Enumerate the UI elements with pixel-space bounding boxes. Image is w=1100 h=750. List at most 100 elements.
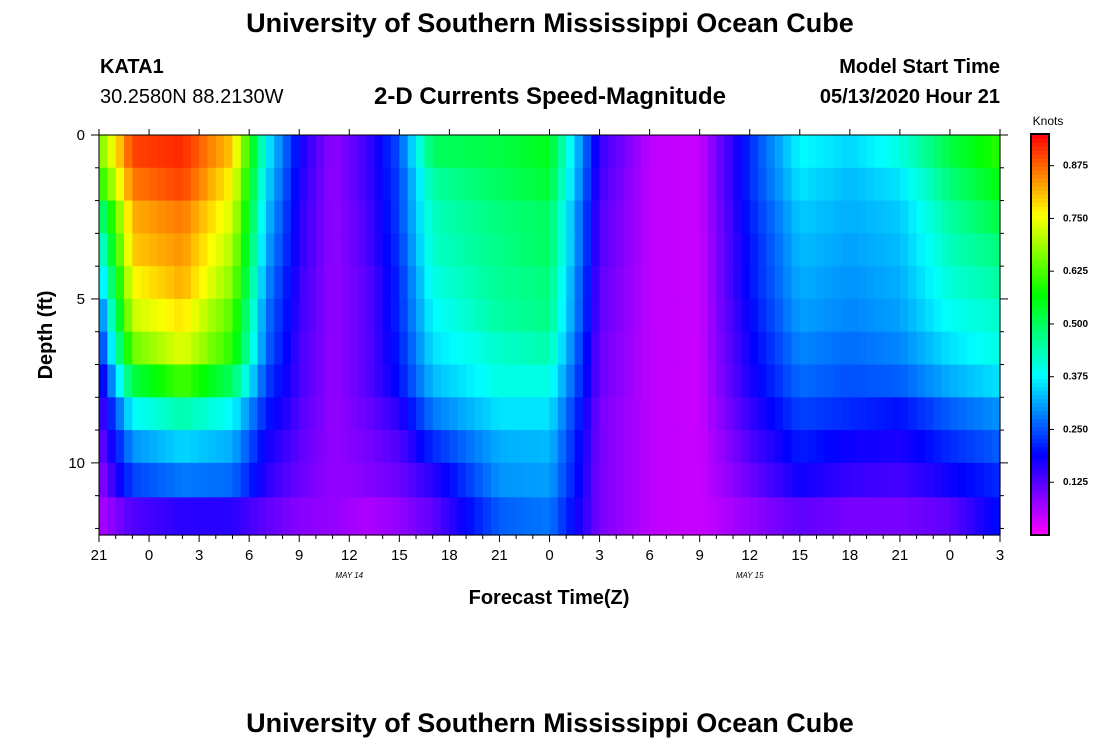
heatmap-cell bbox=[174, 430, 184, 464]
heatmap-cell bbox=[282, 298, 292, 333]
heatmap-cell bbox=[249, 266, 259, 300]
heatmap-cell bbox=[215, 200, 225, 234]
heatmap-cell bbox=[340, 200, 350, 234]
heatmap-cell bbox=[591, 298, 601, 333]
heatmap-cell bbox=[165, 331, 175, 366]
heatmap-cell bbox=[282, 430, 292, 464]
heatmap-cell bbox=[991, 200, 1001, 234]
heatmap-cell bbox=[124, 266, 133, 300]
heatmap-cell bbox=[991, 364, 1001, 398]
heatmap-cell bbox=[432, 462, 442, 498]
heatmap-cell bbox=[924, 135, 934, 169]
heatmap-cell bbox=[499, 364, 509, 398]
heatmap-cell bbox=[941, 167, 951, 202]
heatmap-cell bbox=[516, 298, 526, 333]
heatmap-cell bbox=[449, 331, 459, 366]
heatmap-cell bbox=[974, 200, 984, 234]
heatmap-cell bbox=[299, 298, 309, 333]
heatmap-cell bbox=[257, 430, 267, 464]
heatmap-cell bbox=[758, 331, 767, 366]
colorbar-segment bbox=[1031, 146, 1049, 151]
x-axis: 21 0 3 6 9 12 15 18 21 0 3 6 9 12 15 18 21 0 3 MAY 14 MAY 15 bbox=[91, 129, 1004, 580]
heatmap-cell bbox=[107, 200, 117, 234]
heatmap-cell bbox=[124, 462, 133, 498]
heatmap-cell bbox=[632, 266, 642, 300]
colorbar-segment bbox=[1031, 342, 1049, 348]
heatmap-cell bbox=[649, 167, 659, 202]
heatmap-cell bbox=[949, 298, 959, 333]
heatmap-cell bbox=[941, 462, 951, 498]
heatmap-cell bbox=[824, 331, 834, 366]
heatmap-cell bbox=[290, 298, 300, 333]
heatmap-cell bbox=[132, 135, 142, 169]
heatmap-cell bbox=[324, 331, 334, 366]
heatmap-cell bbox=[858, 430, 868, 464]
heatmap-cell bbox=[666, 233, 676, 267]
colorbar-segment bbox=[1031, 386, 1049, 392]
heatmap-cell bbox=[374, 462, 384, 498]
heatmap-cell bbox=[190, 233, 200, 267]
heatmap-cell bbox=[724, 497, 734, 536]
heatmap-cell bbox=[182, 462, 192, 498]
heatmap-cell bbox=[958, 200, 968, 234]
heatmap-cell bbox=[315, 364, 325, 398]
heatmap-cell bbox=[224, 430, 234, 464]
colorbar-segment bbox=[1031, 222, 1049, 227]
heatmap-cell bbox=[482, 331, 492, 366]
heatmap-cell bbox=[524, 266, 534, 300]
heatmap-cell bbox=[974, 497, 984, 536]
heatmap-cell bbox=[307, 497, 317, 536]
heatmap-cell bbox=[449, 364, 459, 398]
heatmap-cell bbox=[691, 233, 701, 267]
heatmap-cell bbox=[824, 462, 834, 498]
heatmap-cell bbox=[424, 298, 434, 333]
heatmap-cell bbox=[340, 364, 350, 398]
heatmap-cell bbox=[824, 430, 834, 464]
heatmap-cell bbox=[591, 430, 601, 464]
x-tick-label: 0 bbox=[145, 547, 153, 564]
heatmap-cell bbox=[374, 266, 384, 300]
heatmap-cell bbox=[240, 200, 250, 234]
heatmap-cell bbox=[174, 135, 184, 169]
heatmap-cell bbox=[949, 233, 959, 267]
heatmap-cell bbox=[991, 397, 1001, 431]
heatmap-cell bbox=[257, 298, 267, 333]
heatmap-cell bbox=[124, 167, 133, 202]
heatmap-cell bbox=[107, 397, 117, 431]
heatmap-cell bbox=[374, 233, 384, 267]
heatmap-cell bbox=[891, 397, 901, 431]
heatmap-cell bbox=[399, 298, 409, 333]
heatmap-cell bbox=[140, 364, 150, 398]
heatmap-cell bbox=[949, 135, 959, 169]
heatmap-cell bbox=[666, 430, 676, 464]
colorbar-segment bbox=[1031, 242, 1049, 247]
colorbar-segment bbox=[1031, 210, 1049, 215]
heatmap-cell bbox=[365, 200, 375, 234]
heatmap-cell bbox=[324, 200, 334, 234]
heatmap-cell bbox=[232, 200, 242, 234]
heatmap-cell bbox=[682, 200, 692, 234]
heatmap-cell bbox=[390, 298, 400, 333]
colorbar-segment bbox=[1031, 450, 1049, 456]
colorbar-segment bbox=[1031, 470, 1049, 476]
heatmap-cell bbox=[107, 462, 117, 498]
heatmap-cell bbox=[657, 266, 667, 300]
heatmap-cell bbox=[866, 430, 876, 464]
heatmap-cell bbox=[390, 135, 400, 169]
heatmap-cell bbox=[340, 331, 350, 366]
heatmap-cell bbox=[708, 200, 717, 234]
heatmap-cell bbox=[641, 266, 651, 300]
heatmap-cell bbox=[199, 430, 209, 464]
heatmap-cell bbox=[682, 167, 692, 202]
heatmap-cell bbox=[265, 200, 275, 234]
heatmap-cell bbox=[908, 266, 918, 300]
heatmap-cell bbox=[708, 135, 717, 169]
heatmap-cell bbox=[457, 167, 467, 202]
heatmap-cell bbox=[549, 233, 559, 267]
heatmap-cell bbox=[532, 167, 542, 202]
heatmap-cell bbox=[124, 233, 133, 267]
heatmap-cell bbox=[649, 135, 659, 169]
heatmap-cell bbox=[949, 331, 959, 366]
heatmap-cell bbox=[532, 364, 542, 398]
heatmap-cell bbox=[758, 167, 767, 202]
